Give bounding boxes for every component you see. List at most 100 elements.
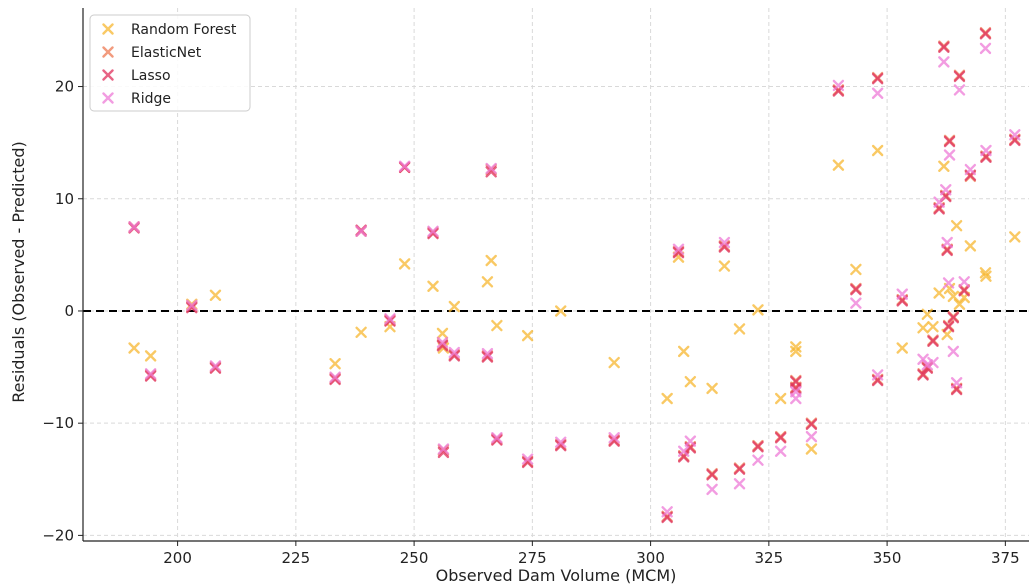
random-forest-point [329,358,341,370]
ridge-point [485,162,497,175]
random-forest-point [790,345,802,358]
random-forest-point [805,443,818,455]
legend-label-lasso: Lasso [131,68,171,84]
ridge-point [927,356,939,369]
lasso-point [491,434,503,446]
ridge-point [933,196,945,208]
x-tick-label: 325 [755,549,784,567]
random-forest-point [398,258,411,270]
random-forest-point [436,327,449,340]
lasso-point [953,70,966,83]
ridge-point [521,453,534,465]
ridge-point [1009,129,1021,141]
lasso-point [805,418,818,431]
random-forest-point [491,319,503,332]
y-tick-label: 0 [64,302,74,320]
legend-marker-ridge [102,92,114,104]
lasso-point [672,246,685,259]
legend-label-ridge: Ridge [131,91,171,107]
random-forest-point [1009,231,1021,243]
random-forest-point [896,342,908,354]
ridge-point [953,84,966,96]
random-forest-point [521,329,534,342]
random-forest-point [927,320,939,333]
random-forest-point [980,270,992,282]
random-forest-point [555,305,567,317]
ridge-point [672,243,685,255]
y-tick-label: −10 [42,414,74,432]
ridge-point [938,56,950,68]
random-forest-point [950,219,963,232]
lasso-point [790,382,802,395]
ridge-point [209,360,222,372]
random-forest-point [144,350,157,362]
legend-marker-elasticnet [102,46,114,58]
x-tick-label: 300 [636,549,665,567]
lasso-point [209,362,222,374]
lasso-point [958,285,970,297]
ridge-point [144,368,157,380]
ridge-point [491,432,503,444]
lasso-point [752,441,764,453]
random-forest-point [933,287,945,299]
lasso-point [706,469,718,481]
grid-lines [83,8,1029,541]
y-tick-label: 20 [55,78,74,96]
ridge-point [871,369,884,381]
ridge-point [706,483,718,496]
lasso-point [481,351,494,363]
ridge-point [941,236,953,249]
ridge-point [790,392,802,405]
ridge-point [958,276,970,288]
ridge-point [943,149,956,161]
random-forest-point [774,392,787,405]
data-points [128,26,1021,524]
ridge-point [398,160,411,172]
ridge-point [921,359,934,371]
legend-label-elasticnet: ElasticNet [131,45,202,61]
random-forest-point [678,345,690,358]
ridge-point [940,184,952,196]
lasso-point [485,166,497,178]
ridge-point [980,144,992,157]
tick-labels: 200 225 250 275 300 325 350 375 −20 −10 0 10 20 [42,78,1019,567]
ridge-point [437,443,450,455]
ridge-point [684,435,697,447]
random-forest-point [832,159,845,171]
random-forest-point [964,240,977,252]
ridge-point [448,346,461,359]
lasso-point [774,432,787,444]
ridge-point [661,506,673,518]
random-forest-point [684,375,697,388]
ridge-point [555,436,567,448]
ridge-point [128,221,140,233]
lasso-point [436,340,449,352]
random-forest-point [128,342,140,354]
ridge-point [384,313,396,325]
x-tick-label: 225 [282,549,311,567]
lasso-point [733,463,746,475]
lasso-point [850,283,862,296]
ridge-point [427,225,439,237]
lasso-point [947,312,960,324]
ridge-point [733,478,746,490]
legend-label-random-forest: Random Forest [131,22,237,38]
axes [78,8,1029,546]
ridge-point [832,79,845,92]
lasso-point [942,320,955,333]
lasso-point [329,373,341,386]
random-forest-point [947,290,960,303]
x-tick-label: 375 [991,549,1020,567]
ridge-point [947,345,960,358]
random-forest-point [921,308,934,321]
y-tick-label: 10 [55,190,74,208]
ridge-point [436,336,449,349]
lasso-point [871,72,884,85]
ridge-point [718,236,731,249]
random-forest-point [938,160,950,172]
legend-marker-lasso [102,69,114,81]
ridge-point [896,288,908,300]
random-forest-point [718,260,731,272]
ridge-point [678,445,690,457]
